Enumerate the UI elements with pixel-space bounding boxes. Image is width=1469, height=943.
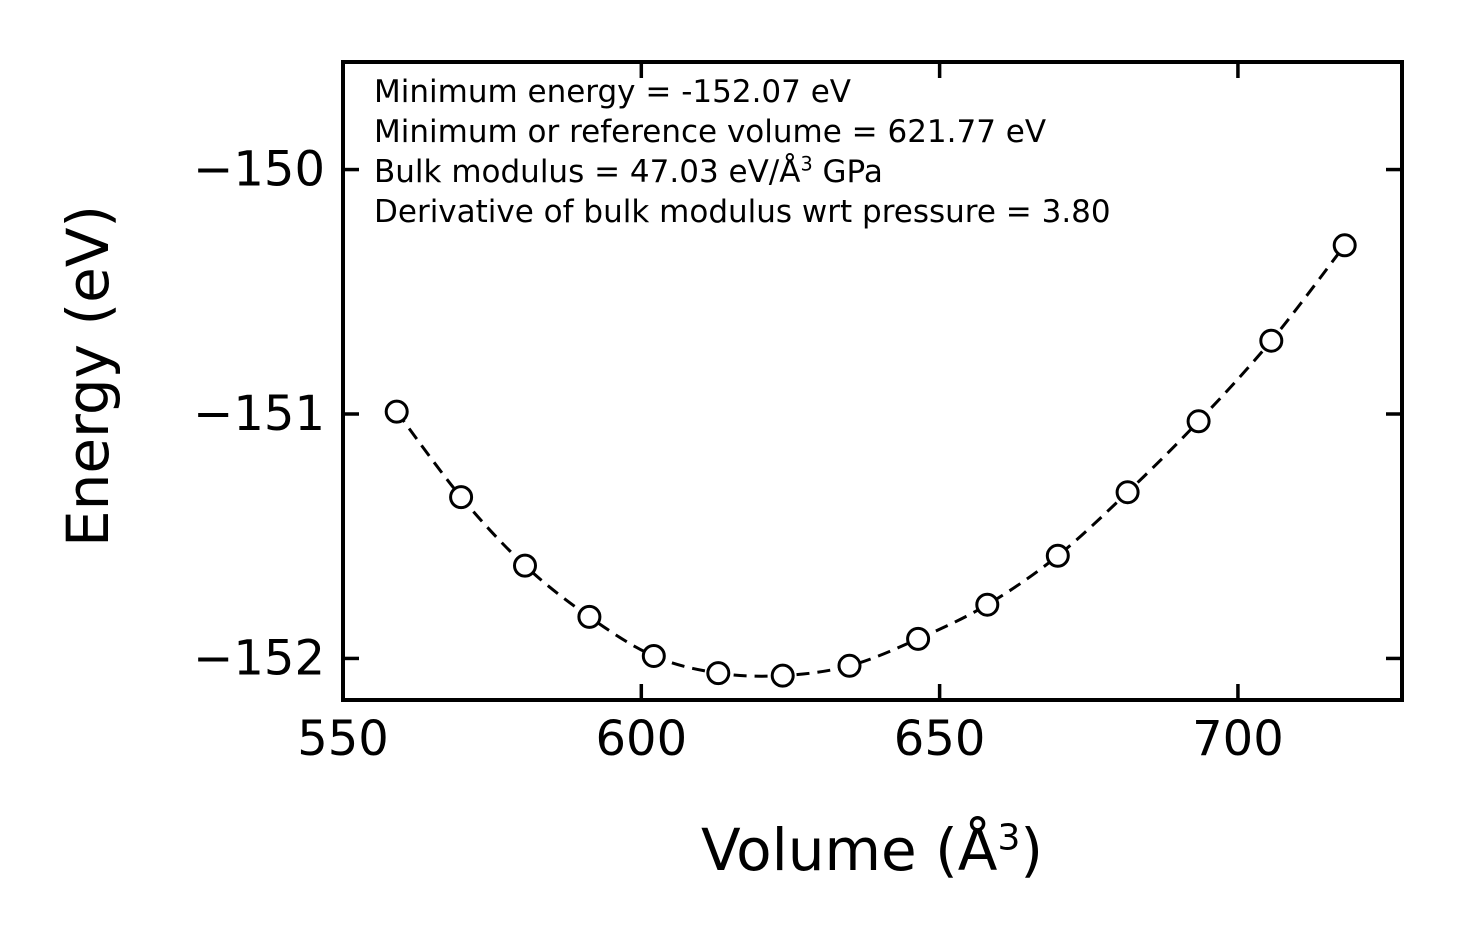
annotation-bulk-modulus-derivative: Derivative of bulk modulus wrt pressure … — [374, 192, 1111, 232]
x-tick-label: 700 — [1192, 711, 1284, 767]
data-point-marker — [906, 626, 931, 651]
x-axis-label-sup: 3 — [997, 817, 1021, 859]
data-point-marker — [770, 663, 795, 688]
data-point-marker — [577, 604, 602, 629]
eos-fit-curve — [395, 244, 1346, 678]
data-point-marker — [706, 661, 731, 686]
annotation-line-text: Derivative of bulk modulus wrt pressure … — [374, 194, 1111, 230]
x-axis-label: Volume (Å3) — [701, 816, 1043, 884]
x-tick-label: 550 — [297, 711, 389, 767]
data-point-marker — [513, 553, 537, 578]
data-point-marker — [1259, 328, 1284, 353]
annotation-minimum-volume: Minimum or reference volume = 621.77 eV — [374, 112, 1111, 152]
data-point-marker — [449, 485, 474, 510]
annotation-bulk-modulus: Bulk modulus = 47.03 eV/Å3 GPa — [374, 152, 1111, 192]
y-axis-label: Energy (eV) — [54, 204, 122, 548]
fit-parameters-annotation: Minimum energy = -152.07 eV Minimum or r… — [374, 72, 1111, 232]
annotation-line-text: Minimum or reference volume = 621.77 eV — [374, 114, 1047, 150]
plot-spines — [341, 60, 1404, 702]
data-point-marker — [384, 399, 409, 424]
data-point-marker — [1186, 409, 1211, 434]
data-point-marker — [641, 644, 666, 668]
data-point-marker — [1332, 233, 1357, 258]
x-axis-label-text: Volume (Å — [701, 816, 998, 884]
y-tick-label: −152 — [193, 630, 325, 686]
data-point-marker — [975, 592, 1000, 617]
x-axis-label-text: ) — [1020, 816, 1043, 884]
x-tick-label: 650 — [894, 711, 986, 767]
annotation-line-text: GPa — [812, 154, 883, 190]
annotation-minimum-energy: Minimum energy = -152.07 eV — [374, 72, 1111, 112]
annotation-line-sup: 3 — [800, 152, 813, 176]
data-point-marker — [1115, 480, 1140, 505]
data-point-marker — [837, 653, 862, 678]
data-point-marker — [1045, 543, 1070, 568]
y-tick-label: −151 — [193, 386, 325, 442]
y-tick-label: −150 — [193, 142, 325, 198]
x-tick-label: 600 — [595, 711, 687, 767]
annotation-line-text: Bulk modulus = 47.03 eV/Å — [374, 154, 801, 190]
annotation-line-text: Minimum energy = -152.07 eV — [374, 74, 852, 110]
